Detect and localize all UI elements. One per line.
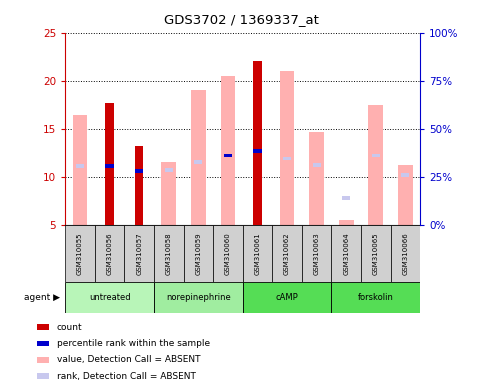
Bar (154, 282, 243, 313)
Text: count: count (57, 323, 83, 332)
Bar (72, 115, 87, 225)
Bar (37, 341, 49, 346)
Text: GSM310058: GSM310058 (166, 232, 172, 275)
Bar (254, 61, 262, 225)
Bar (135, 169, 143, 173)
Text: GSM310056: GSM310056 (107, 232, 113, 275)
Bar (331, 282, 420, 313)
Bar (191, 90, 206, 225)
Bar (37, 373, 49, 379)
Text: GSM310063: GSM310063 (313, 232, 320, 275)
Bar (331, 225, 361, 282)
Text: GSM310061: GSM310061 (255, 232, 260, 275)
Bar (105, 103, 114, 225)
Bar (95, 225, 125, 282)
Bar (302, 225, 331, 282)
Bar (135, 146, 143, 225)
Text: GDS3702 / 1369337_at: GDS3702 / 1369337_at (164, 13, 319, 26)
Text: GSM310064: GSM310064 (343, 232, 349, 275)
Bar (313, 163, 321, 167)
Text: GSM310060: GSM310060 (225, 232, 231, 275)
Bar (372, 154, 380, 157)
Bar (37, 357, 49, 362)
Bar (76, 164, 84, 168)
Bar (105, 164, 114, 168)
Bar (361, 225, 391, 282)
Bar (224, 154, 232, 157)
Bar (401, 173, 410, 177)
Bar (165, 168, 173, 172)
Text: agent ▶: agent ▶ (24, 293, 60, 302)
Bar (339, 220, 354, 225)
Bar (309, 132, 324, 225)
Bar (280, 71, 295, 225)
Text: GSM310066: GSM310066 (402, 232, 409, 275)
Bar (242, 282, 331, 313)
Bar (65, 225, 95, 282)
Bar (125, 225, 154, 282)
Bar (391, 225, 420, 282)
Text: value, Detection Call = ABSENT: value, Detection Call = ABSENT (57, 355, 200, 364)
Bar (37, 324, 49, 330)
Bar (369, 105, 383, 225)
Bar (65, 282, 154, 313)
Text: cAMP: cAMP (276, 293, 298, 302)
Text: norepinephrine: norepinephrine (166, 293, 231, 302)
Text: untreated: untreated (89, 293, 130, 302)
Bar (242, 225, 272, 282)
Bar (254, 149, 262, 152)
Bar (342, 196, 350, 200)
Bar (272, 225, 302, 282)
Bar (154, 225, 184, 282)
Text: rank, Detection Call = ABSENT: rank, Detection Call = ABSENT (57, 372, 196, 381)
Text: GSM310055: GSM310055 (77, 232, 83, 275)
Bar (194, 161, 202, 164)
Bar (184, 225, 213, 282)
Text: GSM310059: GSM310059 (195, 232, 201, 275)
Bar (221, 76, 235, 225)
Bar (161, 162, 176, 225)
Text: GSM310065: GSM310065 (373, 232, 379, 275)
Text: GSM310057: GSM310057 (136, 232, 142, 275)
Text: forskolin: forskolin (358, 293, 394, 302)
Text: percentile rank within the sample: percentile rank within the sample (57, 339, 210, 348)
Bar (398, 165, 413, 225)
Bar (213, 225, 242, 282)
Text: GSM310062: GSM310062 (284, 232, 290, 275)
Bar (283, 157, 291, 160)
